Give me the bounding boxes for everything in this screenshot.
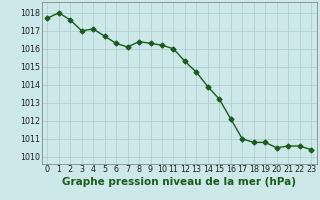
X-axis label: Graphe pression niveau de la mer (hPa): Graphe pression niveau de la mer (hPa) (62, 177, 296, 187)
